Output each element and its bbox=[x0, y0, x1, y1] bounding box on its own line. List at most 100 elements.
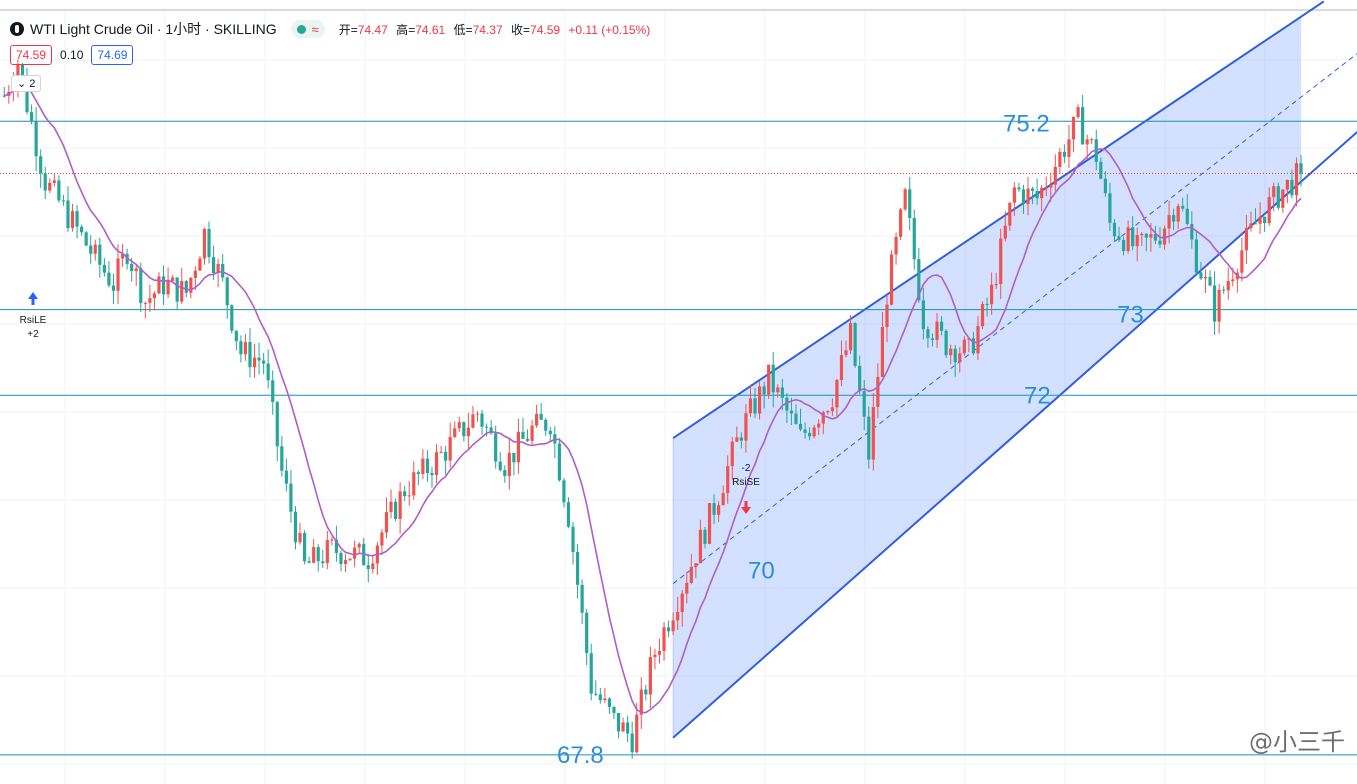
short-entry-label: RsiSE bbox=[732, 477, 760, 488]
trade-buttons: 74.59 0.10 74.69 bbox=[10, 45, 134, 65]
candle-body bbox=[921, 300, 925, 330]
open-value: 74.47 bbox=[357, 22, 388, 37]
candle-body bbox=[557, 443, 561, 481]
market-status-badge[interactable]: ≈ bbox=[290, 20, 325, 38]
candle-body bbox=[1108, 193, 1112, 223]
candle-body bbox=[421, 458, 425, 475]
candle-body bbox=[184, 280, 188, 293]
candle-body bbox=[475, 413, 480, 415]
candle-body bbox=[416, 472, 420, 475]
candle-body bbox=[908, 189, 912, 218]
candle-body bbox=[516, 431, 521, 463]
candle-body bbox=[962, 339, 966, 354]
candle-body bbox=[657, 651, 662, 655]
candle-body bbox=[312, 547, 316, 563]
short-entry-sub: -2 bbox=[742, 463, 751, 474]
candle-body bbox=[744, 413, 748, 441]
symbol-title[interactable]: WTI Light Crude Oil · 1小时 · SKILLING bbox=[30, 21, 277, 37]
candle-body bbox=[444, 451, 448, 461]
candle-body bbox=[134, 268, 138, 272]
candle-body bbox=[193, 270, 197, 278]
high-label: 高 bbox=[396, 22, 409, 37]
candle-body bbox=[403, 491, 407, 497]
candle-body bbox=[626, 722, 630, 734]
candle-body bbox=[903, 189, 907, 210]
candle-body bbox=[325, 540, 329, 564]
candle-body bbox=[535, 413, 539, 426]
ohlc-readout: 开=74.47 高=74.61 低=74.37 收=74.59 +0.11 (+… bbox=[338, 22, 651, 37]
candle-body bbox=[52, 180, 56, 183]
long-entry-label: RsiLE bbox=[20, 315, 47, 326]
candle-body bbox=[448, 436, 452, 461]
channel-mid-line bbox=[672, 53, 1357, 585]
candle-body bbox=[307, 561, 311, 563]
level-label-75-2: 75.2 bbox=[1003, 110, 1050, 137]
candle-body bbox=[225, 277, 229, 306]
candle-body bbox=[703, 529, 707, 544]
candle-body bbox=[1249, 223, 1253, 229]
candle-body bbox=[671, 620, 675, 632]
candle-body bbox=[1294, 163, 1299, 196]
candle-body bbox=[439, 451, 443, 453]
candle-body bbox=[125, 253, 129, 264]
candle-body bbox=[1058, 151, 1062, 168]
candle-body bbox=[748, 398, 753, 414]
sell-price-button[interactable]: 74.59 bbox=[10, 45, 53, 65]
candle-body bbox=[616, 712, 621, 732]
symbol-logo-icon bbox=[10, 22, 24, 36]
candle-body bbox=[794, 413, 798, 424]
candle-body bbox=[789, 410, 794, 414]
candle-body bbox=[266, 363, 270, 381]
candle-body bbox=[230, 305, 234, 331]
candle-body bbox=[853, 323, 857, 366]
candle-body bbox=[990, 284, 994, 305]
candle-body bbox=[66, 200, 70, 229]
candle-body bbox=[111, 285, 116, 291]
candle-body bbox=[216, 263, 220, 274]
candle-body bbox=[757, 386, 762, 414]
indicators-toggle-button[interactable]: ⌄ 2 bbox=[11, 75, 42, 92]
candle-body bbox=[61, 200, 66, 202]
candle-body bbox=[321, 561, 325, 564]
candle-body bbox=[275, 402, 279, 447]
candle-body bbox=[739, 437, 743, 441]
candle-body bbox=[480, 413, 484, 427]
candle-body bbox=[116, 258, 120, 291]
candle-body bbox=[262, 360, 266, 364]
candle-body bbox=[899, 209, 903, 237]
candle-body bbox=[1272, 186, 1276, 198]
candle-body bbox=[944, 330, 948, 356]
candle-body bbox=[29, 112, 34, 122]
indicator-count: 2 bbox=[29, 78, 36, 90]
candle-body bbox=[380, 532, 384, 546]
candle-body bbox=[689, 566, 693, 583]
candle-body bbox=[152, 293, 157, 299]
candle-body bbox=[1067, 139, 1071, 157]
candle-body bbox=[1212, 285, 1217, 322]
moving-average-line bbox=[3, 82, 1302, 714]
candle-body bbox=[539, 413, 543, 420]
candle-body bbox=[407, 495, 411, 497]
candle-body bbox=[1012, 187, 1016, 203]
candle-body bbox=[817, 423, 821, 428]
candle-body bbox=[798, 423, 803, 430]
candle-body bbox=[1030, 188, 1035, 191]
candle-body bbox=[694, 563, 698, 567]
candle-body bbox=[503, 470, 507, 477]
long-entry-arrow-icon bbox=[28, 292, 38, 305]
candle-body bbox=[80, 226, 84, 233]
candle-body bbox=[434, 452, 439, 476]
low-value: 74.37 bbox=[472, 22, 503, 37]
candle-body bbox=[548, 430, 552, 435]
candle-body bbox=[98, 244, 102, 265]
candle-body bbox=[985, 303, 989, 305]
market-open-icon bbox=[296, 24, 306, 34]
candle-body bbox=[207, 228, 211, 258]
candle-body bbox=[630, 733, 634, 753]
candle-body bbox=[93, 244, 97, 254]
candle-body bbox=[362, 543, 366, 566]
buy-price-button[interactable]: 74.69 bbox=[91, 45, 134, 65]
candle-body bbox=[1076, 107, 1080, 117]
candle-body bbox=[371, 563, 375, 570]
